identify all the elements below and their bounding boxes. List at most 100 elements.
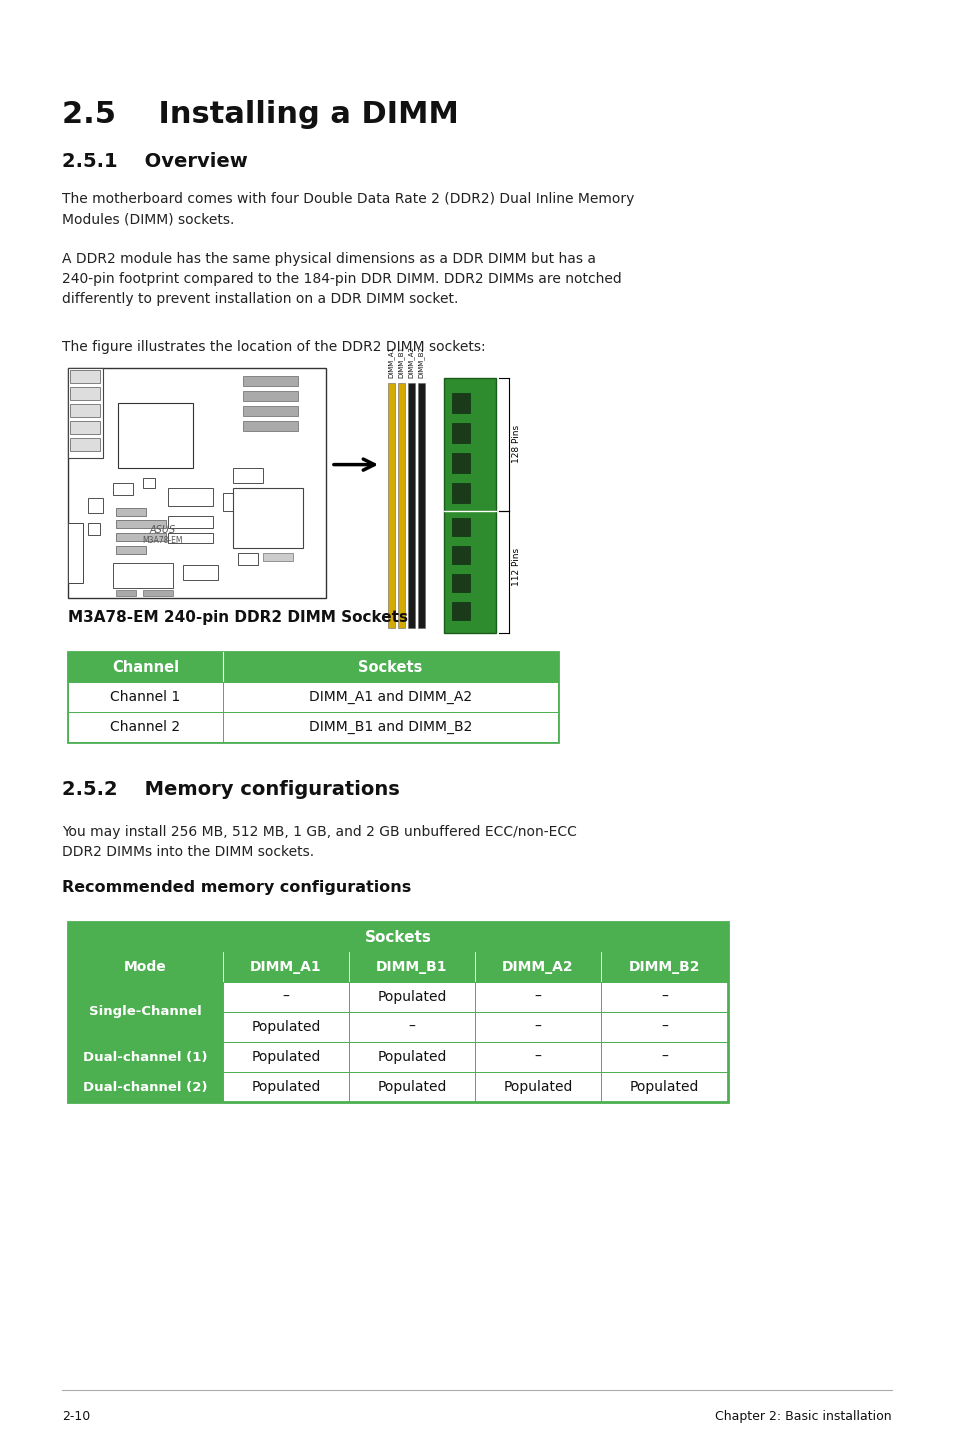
- Text: DIMM_B2: DIMM_B2: [417, 347, 424, 378]
- Bar: [397, 383, 405, 628]
- Text: Populated: Populated: [503, 1080, 572, 1094]
- Bar: [443, 378, 496, 633]
- Bar: [452, 393, 470, 413]
- Text: DIMM_B2: DIMM_B2: [628, 961, 700, 974]
- Text: M3A78-EM: M3A78-EM: [143, 536, 183, 545]
- Text: –: –: [534, 1050, 541, 1064]
- Bar: [68, 368, 326, 598]
- Text: DIMM_A1: DIMM_A1: [388, 347, 395, 378]
- Bar: [68, 1071, 223, 1102]
- Text: –: –: [282, 989, 289, 1004]
- Bar: [112, 483, 132, 495]
- Bar: [168, 516, 213, 528]
- Bar: [223, 493, 248, 510]
- Bar: [68, 982, 727, 1012]
- Text: Chapter 2: Basic installation: Chapter 2: Basic installation: [715, 1411, 891, 1424]
- Bar: [68, 651, 558, 742]
- Bar: [116, 590, 136, 595]
- Bar: [88, 498, 103, 513]
- Text: Sockets: Sockets: [364, 929, 431, 945]
- Bar: [116, 508, 146, 516]
- Text: ASUS: ASUS: [150, 525, 176, 535]
- Text: Populated: Populated: [251, 1080, 320, 1094]
- Bar: [237, 554, 257, 565]
- Text: DIMM_A1: DIMM_A1: [250, 961, 321, 974]
- Bar: [263, 554, 293, 561]
- Bar: [243, 406, 297, 416]
- Bar: [68, 368, 103, 457]
- Bar: [452, 603, 470, 620]
- Bar: [143, 590, 172, 595]
- Text: You may install 256 MB, 512 MB, 1 GB, and 2 GB unbuffered ECC/non-ECC
DDR2 DIMMs: You may install 256 MB, 512 MB, 1 GB, an…: [62, 825, 577, 858]
- Text: 112 Pins: 112 Pins: [512, 548, 520, 585]
- Text: –: –: [660, 1020, 667, 1034]
- Bar: [168, 533, 213, 544]
- Bar: [68, 1071, 727, 1102]
- Bar: [243, 375, 297, 385]
- Bar: [70, 370, 100, 383]
- Text: 2.5.2    Memory configurations: 2.5.2 Memory configurations: [62, 779, 399, 800]
- Bar: [118, 403, 193, 467]
- Bar: [68, 952, 727, 982]
- Text: 2-10: 2-10: [62, 1411, 91, 1424]
- Bar: [68, 523, 83, 582]
- Text: DIMM_A1 and DIMM_A2: DIMM_A1 and DIMM_A2: [309, 690, 472, 705]
- Bar: [68, 1012, 727, 1043]
- Bar: [88, 523, 100, 535]
- Text: DIMM_B1: DIMM_B1: [375, 961, 447, 974]
- Text: M3A78-EM 240-pin DDR2 DIMM Sockets: M3A78-EM 240-pin DDR2 DIMM Sockets: [68, 610, 408, 626]
- Bar: [168, 487, 213, 506]
- Text: 2.5.1    Overview: 2.5.1 Overview: [62, 152, 248, 171]
- Bar: [68, 1043, 223, 1071]
- Text: Channel: Channel: [112, 660, 179, 674]
- Text: DIMM_A2: DIMM_A2: [408, 347, 415, 378]
- Text: Channel 1: Channel 1: [111, 690, 180, 705]
- Text: A DDR2 module has the same physical dimensions as a DDR DIMM but has a
240-pin f: A DDR2 module has the same physical dime…: [62, 252, 621, 306]
- Bar: [143, 477, 154, 487]
- Bar: [233, 467, 263, 483]
- Text: Dual-channel (1): Dual-channel (1): [83, 1051, 208, 1064]
- Bar: [68, 651, 558, 682]
- Bar: [243, 421, 297, 431]
- Bar: [452, 453, 470, 473]
- Bar: [68, 982, 223, 1043]
- Bar: [112, 564, 172, 588]
- Bar: [68, 712, 558, 742]
- Text: –: –: [534, 1020, 541, 1034]
- Bar: [116, 546, 146, 554]
- Bar: [68, 682, 558, 712]
- Bar: [452, 574, 470, 592]
- Bar: [233, 487, 303, 548]
- Text: The motherboard comes with four Double Data Rate 2 (DDR2) Dual Inline Memory
Mod: The motherboard comes with four Double D…: [62, 193, 634, 226]
- Bar: [452, 518, 470, 536]
- Text: Populated: Populated: [629, 1080, 699, 1094]
- Bar: [68, 922, 727, 952]
- Text: Sockets: Sockets: [358, 660, 422, 674]
- Text: 2.5    Installing a DIMM: 2.5 Installing a DIMM: [62, 101, 458, 129]
- Text: –: –: [408, 1020, 415, 1034]
- Bar: [417, 383, 424, 628]
- Text: –: –: [660, 989, 667, 1004]
- Bar: [243, 391, 297, 401]
- Text: DIMM_B1 and DIMM_B2: DIMM_B1 and DIMM_B2: [309, 720, 472, 733]
- Text: Single-Channel: Single-Channel: [89, 1005, 202, 1018]
- Bar: [70, 421, 100, 434]
- Bar: [70, 439, 100, 452]
- Bar: [388, 383, 395, 628]
- Text: 128 Pins: 128 Pins: [512, 426, 520, 463]
- Text: The figure illustrates the location of the DDR2 DIMM sockets:: The figure illustrates the location of t…: [62, 339, 485, 354]
- Text: Recommended memory configurations: Recommended memory configurations: [62, 880, 411, 894]
- Bar: [183, 565, 218, 580]
- Bar: [452, 483, 470, 503]
- Bar: [452, 546, 470, 564]
- Text: Mode: Mode: [124, 961, 167, 974]
- Text: Populated: Populated: [251, 1020, 320, 1034]
- Text: DIMM_B1: DIMM_B1: [397, 347, 404, 378]
- Text: Populated: Populated: [377, 1080, 446, 1094]
- Text: Populated: Populated: [377, 1050, 446, 1064]
- Text: –: –: [534, 989, 541, 1004]
- Bar: [116, 533, 166, 541]
- Bar: [70, 387, 100, 400]
- Bar: [408, 383, 415, 628]
- Bar: [70, 404, 100, 417]
